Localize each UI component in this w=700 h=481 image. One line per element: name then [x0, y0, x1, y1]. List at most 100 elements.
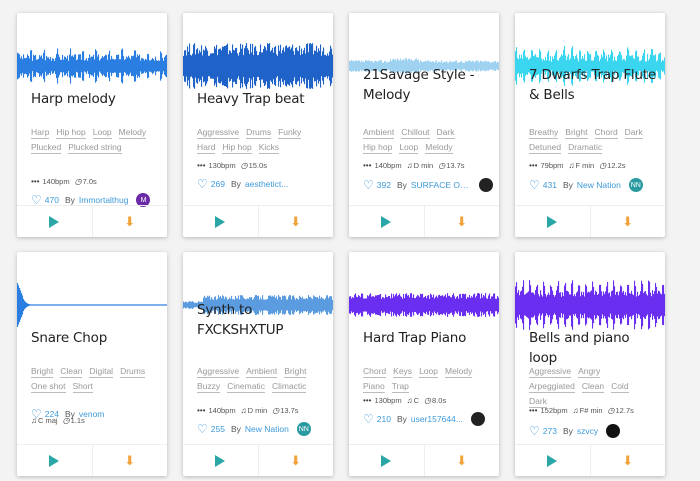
sample-card[interactable]: Harp melody Harp Hip hop Loop Melody Plucked P…	[17, 13, 167, 237]
heart-icon[interactable]: ♡	[197, 177, 208, 191]
tag-link[interactable]: Chord	[594, 127, 618, 139]
play-button[interactable]	[183, 445, 258, 476]
tag-link[interactable]: Dark	[436, 127, 455, 139]
heart-icon[interactable]: ♡	[197, 422, 208, 436]
tag-link[interactable]: Chord	[363, 366, 387, 378]
heart-icon[interactable]: ♡	[31, 407, 42, 421]
tag-link[interactable]: Bright	[31, 366, 54, 378]
tag-link[interactable]: Hard	[197, 142, 216, 154]
waveform[interactable]	[349, 280, 499, 330]
sample-card[interactable]: Hard Trap Piano Chord Keys Loop Melody Piano T…	[349, 252, 499, 476]
sample-card[interactable]: 21Savage Style - Melody Ambient Chillout Da…	[349, 13, 499, 237]
tag-link[interactable]: Loop	[399, 142, 419, 154]
heart-icon[interactable]: ♡	[363, 178, 374, 192]
tag-link[interactable]: Funky	[278, 127, 302, 139]
play-button[interactable]	[515, 445, 590, 476]
play-button[interactable]	[349, 445, 424, 476]
tag-link[interactable]: Aggressive	[197, 127, 240, 139]
author-link[interactable]: Immortalthug	[78, 195, 129, 205]
waveform[interactable]	[17, 41, 167, 91]
sample-card[interactable]: Snare Chop Bright Clean Digital Drums One sho…	[17, 252, 167, 476]
tag-link[interactable]: Kicks	[258, 142, 280, 154]
download-button[interactable]: ⬇	[589, 206, 666, 237]
download-button[interactable]: ⬇	[257, 206, 334, 237]
sample-title[interactable]: Bells and piano loop	[529, 330, 630, 366]
tag-link[interactable]: Dark	[529, 396, 547, 408]
tag-link[interactable]: Cinematic	[227, 381, 265, 393]
avatar[interactable]	[478, 178, 493, 192]
tag-link[interactable]: Climactic	[271, 381, 307, 393]
waveform[interactable]	[183, 41, 333, 91]
author-link[interactable]: SURFACE OCEAN	[410, 180, 471, 190]
tag-link[interactable]: Ambient	[363, 127, 395, 139]
tag-link[interactable]: One shot	[31, 381, 66, 393]
play-button[interactable]	[515, 206, 590, 237]
avatar[interactable]: NN	[628, 178, 643, 192]
tag-link[interactable]: Aggressive	[529, 366, 572, 378]
avatar[interactable]: M	[136, 193, 151, 207]
waveform[interactable]	[515, 280, 665, 330]
tag-link[interactable]: Digital	[89, 366, 114, 378]
heart-icon[interactable]: ♡	[363, 412, 374, 426]
tag-link[interactable]: Bright	[565, 127, 588, 139]
author-link[interactable]: aesthetict...	[244, 179, 289, 189]
download-button[interactable]: ⬇	[589, 445, 666, 476]
tag-link[interactable]: Piano	[363, 381, 385, 393]
tag-link[interactable]: Melody	[444, 366, 473, 378]
tag-link[interactable]: Plucked	[31, 142, 62, 154]
sample-card[interactable]: Synth to FXCKSHXTUP Aggressive Ambient Brig…	[183, 252, 333, 476]
tag-link[interactable]: Hip hop	[363, 142, 393, 154]
play-button[interactable]	[183, 206, 258, 237]
tag-link[interactable]: Melody	[118, 127, 147, 139]
avatar[interactable]	[606, 424, 621, 438]
tag-link[interactable]: Buzzy	[197, 381, 221, 393]
waveform[interactable]	[17, 280, 167, 330]
sample-title[interactable]: 7 Dwarfs Trap Flute & Bells	[529, 67, 657, 103]
waveform[interactable]	[515, 41, 665, 91]
tag-link[interactable]: Keys	[393, 366, 413, 378]
tag-link[interactable]: Short	[72, 381, 93, 393]
sample-title[interactable]: Harp melody	[31, 91, 116, 107]
download-button[interactable]: ⬇	[91, 206, 168, 237]
tag-link[interactable]: Harp	[31, 127, 50, 139]
play-button[interactable]	[349, 206, 424, 237]
heart-icon[interactable]: ♡	[529, 424, 540, 438]
tag-link[interactable]: Arpeggiated	[529, 381, 575, 393]
tag-link[interactable]: Hip hop	[222, 142, 252, 154]
tag-link[interactable]: Angry	[578, 366, 601, 378]
author-link[interactable]: New Nation	[576, 180, 621, 190]
tag-link[interactable]: Detuned	[529, 142, 562, 154]
tag-link[interactable]: Drums	[246, 127, 272, 139]
avatar[interactable]	[470, 412, 485, 426]
avatar[interactable]: NN	[296, 422, 311, 436]
download-button[interactable]: ⬇	[257, 445, 334, 476]
tag-link[interactable]: Breathy	[529, 127, 559, 139]
tag-link[interactable]: Ambient	[246, 366, 278, 378]
waveform[interactable]	[183, 280, 333, 330]
tag-link[interactable]: Cold	[611, 381, 629, 393]
sample-title[interactable]: Hard Trap Piano	[363, 330, 467, 346]
download-button[interactable]: ⬇	[423, 206, 500, 237]
play-button[interactable]	[17, 206, 92, 237]
tag-link[interactable]: Dark	[624, 127, 643, 139]
play-button[interactable]	[17, 445, 92, 476]
sample-title[interactable]: Snare Chop	[31, 330, 108, 346]
heart-icon[interactable]: ♡	[31, 193, 42, 207]
tag-link[interactable]: Melody	[425, 142, 453, 154]
sample-title[interactable]: Heavy Trap beat	[197, 91, 305, 107]
sample-card[interactable]: Bells and piano loop Aggressive AngryArpeg…	[515, 252, 665, 476]
tag-link[interactable]: Hip hop	[56, 127, 86, 139]
author-link[interactable]: user157644...	[410, 414, 463, 424]
download-button[interactable]: ⬇	[91, 445, 168, 476]
tag-link[interactable]: Chillout	[401, 127, 430, 139]
author-link[interactable]: szvcy	[576, 426, 599, 436]
tag-link[interactable]: Clean	[581, 381, 605, 393]
tag-link[interactable]: Dramatic	[568, 142, 603, 154]
tag-link[interactable]: Plucked string	[68, 142, 122, 154]
tag-link[interactable]: Trap	[391, 381, 409, 393]
sample-card[interactable]: 7 Dwarfs Trap Flute & Bells Breathy Bright…	[515, 13, 665, 237]
waveform[interactable]	[349, 41, 499, 91]
author-link[interactable]: New Nation	[244, 424, 289, 434]
tag-link[interactable]: Aggressive	[197, 366, 240, 378]
sample-title[interactable]: 21Savage Style - Melody	[363, 67, 475, 103]
